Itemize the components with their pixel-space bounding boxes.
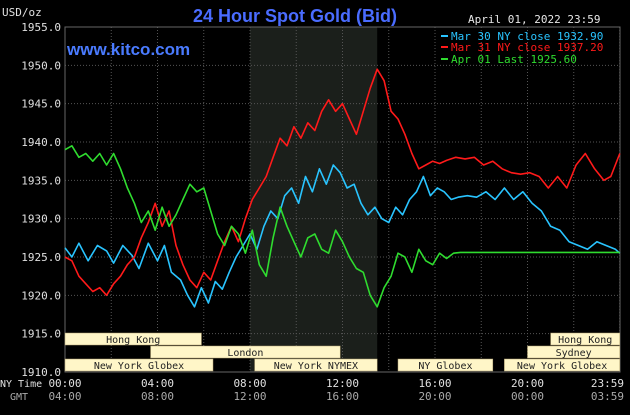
y-tick-label: 1915.0 <box>21 328 61 341</box>
y-tick-label: 1935.0 <box>21 174 61 187</box>
y-tick-label: 1940.0 <box>21 136 61 149</box>
session-label: NY Globex <box>418 361 472 372</box>
y-tick-label: 1950.0 <box>21 59 61 72</box>
session-label: London <box>227 348 263 359</box>
session-bar <box>397 358 494 372</box>
session-label: Hong Kong <box>106 335 160 346</box>
series-line-0 <box>64 164 621 308</box>
y-tick-label: 1955.0 <box>21 21 61 34</box>
x-tick-label-gmt: 00:00 <box>511 390 544 403</box>
x-tick-label-gmt: 04:00 <box>48 390 81 403</box>
legend-label-mar31: Mar 31 NY close 1937.20 <box>451 41 603 54</box>
plot-frame <box>64 26 621 373</box>
legend-label-mar30: Mar 30 NY close 1932.90 <box>451 30 603 43</box>
y-tick-label: 1945.0 <box>21 98 61 111</box>
x-tick-label-ny: 23:59 <box>591 377 624 390</box>
x-tick-label-gmt: 20:00 <box>418 390 451 403</box>
session-bar <box>550 332 621 346</box>
y-tick-label: 1910.0 <box>21 366 61 379</box>
x-tick-label-gmt: 08:00 <box>141 390 174 403</box>
legend-label-apr01: Apr 01 Last 1925.60 <box>451 53 577 66</box>
unit-label: USD/oz <box>2 6 42 19</box>
x-axis-row1-label: NY Time <box>0 379 42 390</box>
x-tick-label-ny: 12:00 <box>326 377 359 390</box>
session-bar <box>254 358 378 372</box>
session-bar <box>64 358 214 372</box>
x-tick-label-ny: 08:00 <box>233 377 266 390</box>
series-line-2 <box>64 145 620 308</box>
y-axis-tick-labels: 1955.0 1950.0 1945.0 1940.0 1935.0 1930.0 1925… <box>21 21 61 379</box>
trading-session-shade <box>250 27 378 372</box>
kitco-watermark: www.kitco.com <box>66 40 190 59</box>
timestamp: April 01, 2022 23:59 <box>468 13 600 26</box>
session-bar <box>64 332 202 346</box>
session-label: New York NYMEX <box>274 361 358 372</box>
nymex-shaded-band <box>250 27 378 372</box>
session-label: Sydney <box>556 348 592 359</box>
session-label: Hong Kong <box>558 335 612 346</box>
grid-lines <box>64 26 621 373</box>
session-bar <box>504 358 621 372</box>
session-bar <box>527 345 621 359</box>
x-axis-tick-labels: 00:00 04:00 08:00 12:00 16:00 20:00 23:5904:00… <box>48 377 624 403</box>
x-tick-label-ny: 00:00 <box>48 377 81 390</box>
legend: Mar 30 NY close 1932.90 Mar 31 NY close … <box>441 30 603 66</box>
price-series <box>64 68 621 308</box>
x-tick-label-ny: 16:00 <box>418 377 451 390</box>
session-bar <box>150 345 341 359</box>
x-tick-label-gmt: 12:00 <box>233 390 266 403</box>
market-session-bars: Hong Kong London New York Globex New York N… <box>64 332 621 372</box>
y-tick-label: 1930.0 <box>21 213 61 226</box>
x-tick-label-gmt: 16:00 <box>326 390 359 403</box>
x-tick-label-ny: 04:00 <box>141 377 174 390</box>
x-axis-row2-label: GMT <box>10 392 28 403</box>
y-tick-label: 1920.0 <box>21 289 61 302</box>
chart-title: 24 Hour Spot Gold (Bid) <box>193 6 397 26</box>
session-label: New York Globex <box>517 361 607 372</box>
x-tick-label-gmt: 03:59 <box>591 390 624 403</box>
session-label: New York Globex <box>94 361 184 372</box>
y-tick-label: 1925.0 <box>21 251 61 264</box>
x-tick-label-ny: 20:00 <box>511 377 544 390</box>
